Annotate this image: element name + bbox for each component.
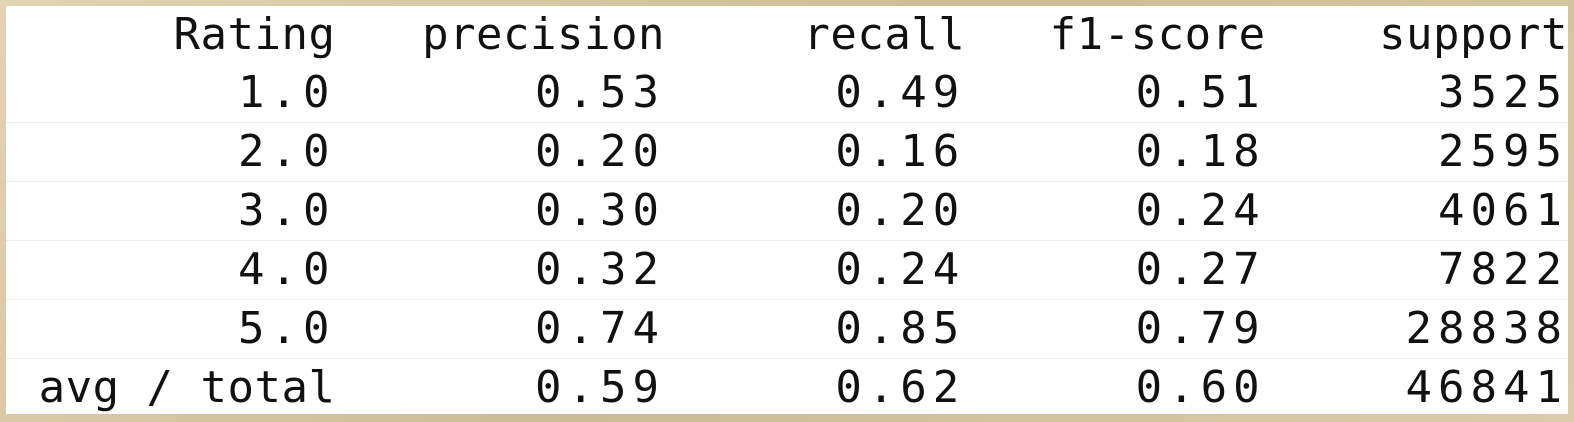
precision-cell: 0.53 [535,67,665,118]
rating-cell: 5.0 [238,303,336,354]
f1-score-cell: 0.51 [1135,67,1266,118]
header-support: support [1379,9,1568,60]
support-cell: 4061 [1438,185,1568,236]
f1-score-cell: 0.79 [1135,303,1266,354]
header-row: Rating precision recall f1-score support [6,6,1568,64]
support-cell: 28838 [1405,303,1568,354]
recall-cell: 0.85 [835,303,966,354]
recall-cell: 0.20 [835,185,966,236]
total-support-cell: 46841 [1405,362,1568,413]
rating-cell: 4.0 [238,244,336,295]
recall-cell: 0.16 [835,126,966,177]
total-label: avg / total [38,362,336,413]
classification-report-table: Rating precision recall f1-score support… [6,6,1568,417]
recall-cell: 0.24 [835,244,966,295]
header-precision: precision [422,9,665,60]
header-recall: recall [803,9,966,60]
total-row: avg / total 0.59 0.62 0.60 46841 [6,359,1568,418]
recall-cell: 0.49 [835,67,966,118]
table-row: 1.0 0.53 0.49 0.51 3525 [6,64,1568,123]
support-cell: 3525 [1438,67,1568,118]
header-f1-score: f1-score [1049,9,1266,60]
rating-cell: 2.0 [238,126,336,177]
table-row: 5.0 0.74 0.85 0.79 28838 [6,300,1568,359]
classification-report-panel: Rating precision recall f1-score support… [6,6,1568,414]
f1-score-cell: 0.18 [1135,126,1266,177]
rating-cell: 3.0 [238,185,336,236]
total-f1-score-cell: 0.60 [1135,362,1266,413]
table-row: 3.0 0.30 0.20 0.24 4061 [6,182,1568,241]
precision-cell: 0.30 [535,185,665,236]
table-row: 4.0 0.32 0.24 0.27 7822 [6,241,1568,300]
precision-cell: 0.74 [535,303,665,354]
rating-cell: 1.0 [238,67,336,118]
header-rating: Rating [173,9,336,60]
f1-score-cell: 0.24 [1135,185,1266,236]
total-precision-cell: 0.59 [535,362,665,413]
total-recall-cell: 0.62 [835,362,966,413]
precision-cell: 0.20 [535,126,665,177]
table-row: 2.0 0.20 0.16 0.18 2595 [6,123,1568,182]
f1-score-cell: 0.27 [1135,244,1266,295]
support-cell: 7822 [1438,244,1568,295]
support-cell: 2595 [1438,126,1568,177]
precision-cell: 0.32 [535,244,665,295]
